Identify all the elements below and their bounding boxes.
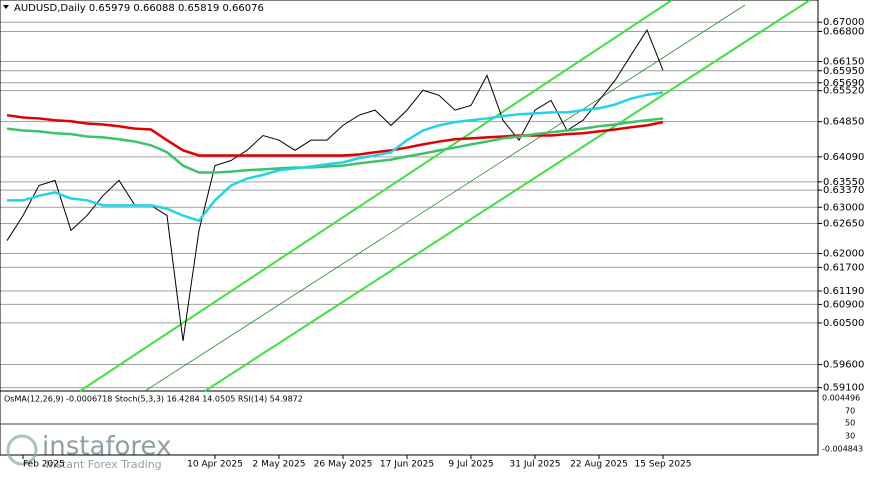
x-tick-label: 10 Apr 2025 (187, 460, 243, 470)
y-tick-label: 0.67000 (823, 17, 864, 28)
y-tick-label: 0.61700 (823, 262, 864, 273)
x-tick-label: 17 Jun 2025 (380, 460, 434, 470)
frame (0, 0, 819, 456)
y-tick-label: 0.66800 (823, 26, 864, 37)
y-tick-label: 0.60900 (823, 299, 864, 310)
y-tick-label: 0.65520 (823, 86, 864, 97)
watermark-tagline: Instant Forex Trading (46, 458, 162, 471)
y-tick-label: 0.63000 (823, 202, 864, 213)
ind-scale: 30 (845, 432, 855, 441)
ind-scale: -0.004843 (822, 445, 863, 454)
logo-icon (6, 434, 38, 466)
ind-scale: 0.004496 (822, 394, 860, 403)
ind-scale: 70 (845, 407, 855, 416)
y-tick-label: 0.62000 (823, 249, 864, 260)
watermark-brand: instaforex (42, 432, 171, 462)
x-tick-label: 31 Jul 2025 (510, 460, 561, 470)
x-tick-label: Feb 2025 (23, 460, 65, 470)
y-tick-label: 0.59100 (823, 383, 864, 394)
x-tick-label: 2 May 2025 (253, 460, 306, 470)
channel (79, 0, 811, 392)
moving-average (6, 117, 664, 174)
moving-average (6, 113, 664, 157)
moving-average (7, 91, 664, 223)
y-tick-label: 0.59600 (823, 360, 864, 371)
y-tick-label: 0.63370 (823, 185, 864, 196)
price-line (6, 28, 664, 342)
menu-arrow (3, 5, 9, 9)
y-tick-label: 0.63550 (823, 177, 864, 188)
x-tick-label: 15 Sep 2025 (634, 460, 691, 470)
y-tick-label: 0.61190 (823, 286, 864, 297)
y-tick-label: 0.60500 (823, 318, 864, 329)
x-tick-label: 22 Aug 2025 (570, 460, 628, 470)
x-tick-label: 9 Jul 2025 (448, 460, 493, 470)
y-tick-label: 0.66150 (823, 57, 864, 68)
chart-title: AUDUSD,Daily 0.65979 0.66088 0.65819 0.6… (14, 3, 264, 14)
x-tick-label: 26 May 2025 (314, 460, 373, 470)
indicator-text: OsMA(12,26,9) -0.0006718 Stoch(5,3,3) 16… (4, 395, 303, 404)
y-tick-label: 0.65950 (823, 66, 864, 77)
ind-scale: 50 (845, 419, 855, 428)
y-tick-label: 0.64850 (823, 117, 864, 128)
y-tick-label: 0.65690 (823, 78, 864, 89)
y-tick-label: 0.62650 (823, 218, 864, 229)
channel-mid (144, 4, 746, 392)
y-tick-label: 0.64090 (823, 152, 864, 163)
